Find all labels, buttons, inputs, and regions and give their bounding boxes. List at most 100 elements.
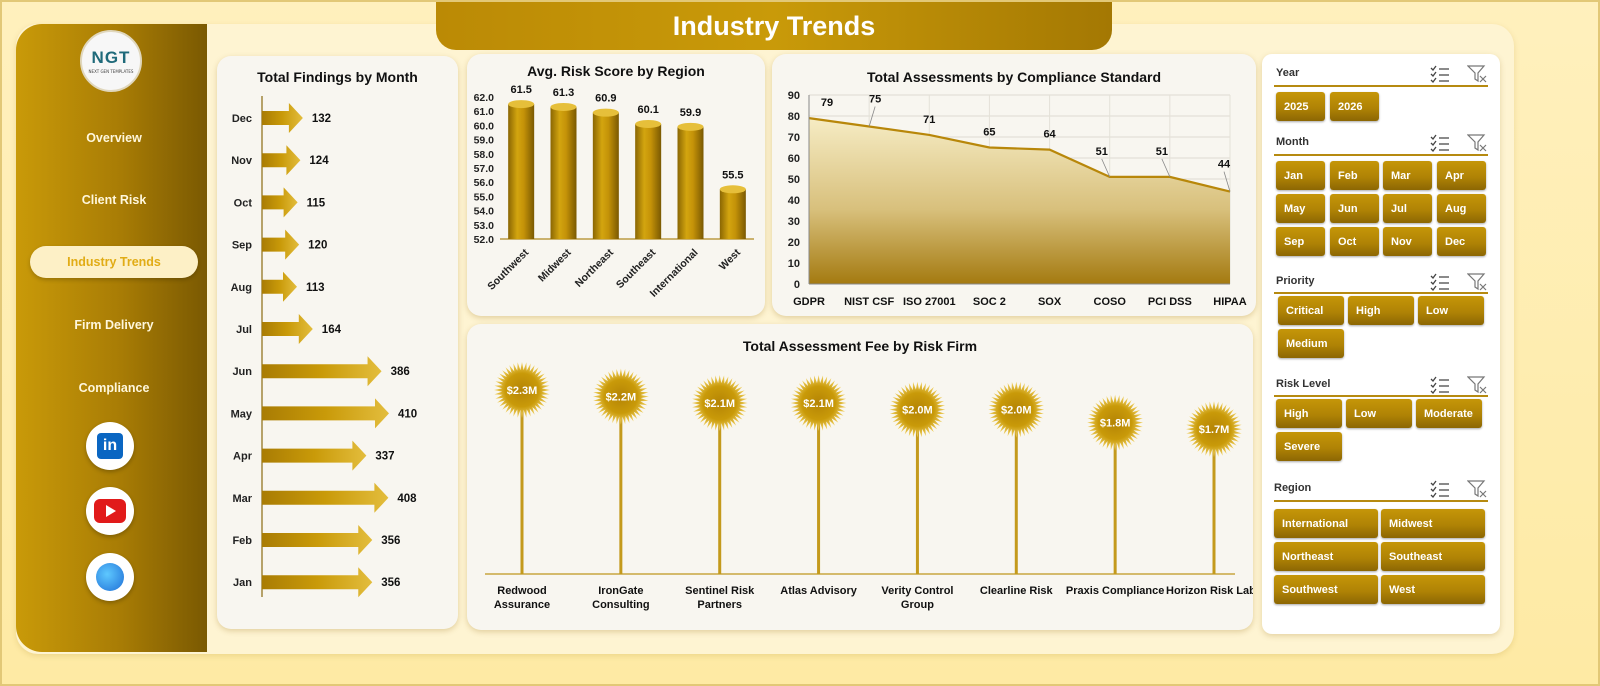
nav-item-compliance[interactable]: Compliance — [30, 372, 198, 404]
filter-month-option[interactable]: Mar — [1383, 161, 1432, 190]
fees-category-label: Sentinel Risk — [685, 585, 755, 597]
risk-value-label: 55.5 — [722, 169, 743, 181]
fees-category-label: Praxis Compliance — [1066, 585, 1164, 597]
risk-bar — [550, 106, 577, 239]
filter-priority-option[interactable]: Low — [1418, 296, 1484, 325]
select-all-icon[interactable] — [1430, 65, 1450, 83]
filter-month-option[interactable]: Oct — [1330, 227, 1379, 256]
assessments-category-label: SOX — [1038, 296, 1062, 308]
filter-risk_level-option[interactable]: Moderate — [1416, 399, 1482, 428]
clear-filter-icon[interactable] — [1466, 134, 1487, 152]
risk-bar-top — [550, 102, 577, 111]
filter-year-title: Year — [1276, 67, 1300, 79]
filter-risk_level-option[interactable]: Severe — [1276, 432, 1342, 461]
risk-tick-label: 60.0 — [474, 120, 495, 132]
select-all-icon[interactable] — [1430, 273, 1450, 291]
clear-filter-icon[interactable] — [1466, 376, 1487, 394]
clear-filter-icon[interactable] — [1466, 65, 1487, 83]
filter-year-option[interactable]: 2025 — [1276, 92, 1325, 121]
filter-priority-option[interactable]: Critical — [1278, 296, 1344, 325]
filter-month-option[interactable]: Apr — [1437, 161, 1486, 190]
logo-text: NGT — [91, 48, 131, 67]
filter-month-option[interactable]: May — [1276, 194, 1325, 223]
assessments-value-label: 65 — [983, 127, 995, 139]
nav-item-firm-delivery[interactable]: Firm Delivery — [30, 309, 198, 341]
clear-filter-icon[interactable] — [1466, 273, 1487, 291]
risk-tick-label: 52.0 — [474, 234, 495, 246]
fees-card: Total Assessment Fee by Risk Firm $2.3M R… — [467, 324, 1253, 630]
risk-category-label: Southwest — [485, 246, 531, 292]
filter-region-divider — [1274, 500, 1488, 502]
filter-month-divider — [1274, 154, 1488, 156]
fees-category-label: Clearline Risk — [980, 585, 1054, 597]
filter-region-option[interactable]: Northeast — [1274, 542, 1378, 571]
fees-category-label: Consulting — [592, 599, 649, 611]
findings-bar — [262, 187, 298, 218]
assessments-category-label: ISO 27001 — [903, 296, 956, 308]
filter-region-option[interactable]: Southeast — [1381, 542, 1485, 571]
findings-bar — [262, 567, 373, 598]
nav-label: Industry Trends — [67, 255, 161, 269]
website-button[interactable] — [86, 553, 134, 601]
select-all-icon[interactable] — [1430, 480, 1450, 498]
assessments-tick-label: 0 — [794, 279, 800, 291]
nav-item-client-risk[interactable]: Client Risk — [30, 184, 198, 216]
filter-year-option[interactable]: 2026 — [1330, 92, 1379, 121]
filter-risk_level-option[interactable]: Low — [1346, 399, 1412, 428]
nav-item-overview[interactable]: Overview — [30, 122, 198, 154]
filter-region-option[interactable]: International — [1274, 509, 1378, 538]
select-all-icon[interactable] — [1430, 376, 1450, 394]
fees-marker — [988, 381, 1045, 438]
nav-item-industry-trends[interactable]: Industry Trends — [30, 246, 198, 278]
risk-chart: 62.0 61.0 60.0 59.0 58.0 57.0 56.0 55.0 54.0 53.0… — [474, 84, 754, 300]
risk-tick-label: 57.0 — [474, 163, 495, 175]
filter-priority-option[interactable]: High — [1348, 296, 1414, 325]
findings-category-label: Feb — [232, 535, 252, 547]
linkedin-button[interactable]: in — [86, 422, 134, 470]
nav-label: Overview — [86, 131, 142, 145]
filter-priority-divider — [1274, 292, 1488, 294]
filter-month-option[interactable]: Dec — [1437, 227, 1486, 256]
filter-priority-option[interactable]: Medium — [1278, 329, 1344, 358]
filter-month-option[interactable]: Nov — [1383, 227, 1432, 256]
filter-month-option[interactable]: Jul — [1383, 194, 1432, 223]
risk-chart-title: Avg. Risk Score by Region — [527, 63, 705, 79]
assessments-tick-label: 40 — [788, 195, 800, 207]
filter-region-option[interactable]: Midwest — [1381, 509, 1485, 538]
fees-category-label: Group — [901, 599, 934, 611]
findings-value-label: 132 — [312, 113, 331, 125]
clear-filter-icon[interactable] — [1466, 480, 1487, 498]
youtube-button[interactable] — [86, 487, 134, 535]
findings-value-label: 356 — [381, 577, 400, 589]
filter-month-option[interactable]: Aug — [1437, 194, 1486, 223]
fees-marker — [1087, 394, 1144, 451]
globe-icon — [96, 563, 124, 591]
assessments-line — [808, 117, 1231, 193]
fees-chart: $2.3M Redwood Assurance $2.2M IronGate Consul… — [485, 362, 1253, 611]
assessments-value-label: 64 — [1043, 129, 1056, 141]
assessments-value-label: 75 — [869, 94, 881, 106]
filter-risk_level-title: Risk Level — [1276, 378, 1331, 390]
filter-month-option[interactable]: Jan — [1276, 161, 1325, 190]
findings-category-label: Nov — [231, 155, 253, 167]
findings-value-label: 115 — [307, 197, 326, 209]
findings-bar — [262, 103, 303, 133]
assessments-value-label: 51 — [1156, 146, 1168, 158]
findings-category-label: Oct — [234, 197, 253, 209]
filter-risk_level-option[interactable]: High — [1276, 399, 1342, 428]
findings-category-label: Sep — [232, 240, 252, 252]
assessments-tick-label: 20 — [788, 237, 800, 249]
filter-region-option[interactable]: Southwest — [1274, 575, 1378, 604]
filter-region-option[interactable]: West — [1381, 575, 1485, 604]
fees-value-label: $2.2M — [606, 392, 637, 404]
select-all-icon[interactable] — [1430, 134, 1450, 152]
filter-month-option[interactable]: Sep — [1276, 227, 1325, 256]
findings-value-label: 408 — [397, 493, 417, 505]
fees-category-label: Atlas Advisory — [780, 585, 858, 597]
findings-category-label: Apr — [233, 451, 253, 463]
filter-month-option[interactable]: Feb — [1330, 161, 1379, 190]
risk-category-label: Northeast — [573, 246, 616, 289]
page-title-bar: Industry Trends — [436, 2, 1112, 50]
assessments-leader-line — [868, 106, 876, 127]
filter-month-option[interactable]: Jun — [1330, 194, 1379, 223]
